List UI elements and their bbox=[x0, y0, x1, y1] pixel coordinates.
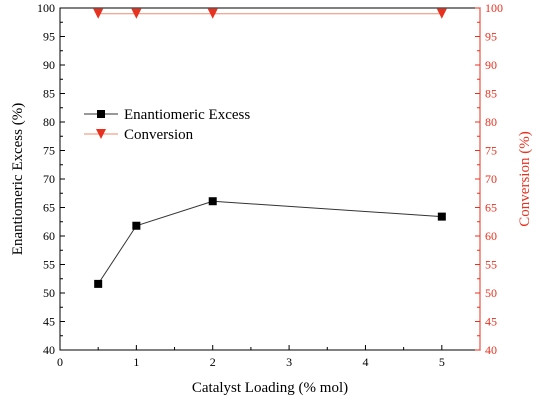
right-y-tick-label: 80 bbox=[485, 115, 497, 129]
series-line-1 bbox=[97, 200, 442, 285]
data-point-series-1 bbox=[94, 279, 103, 288]
x-tick-label: 2 bbox=[210, 355, 216, 369]
legend-label-2: Conversion bbox=[124, 127, 194, 143]
data-point-series-2 bbox=[207, 8, 218, 19]
right-y-tick-label: 40 bbox=[485, 343, 497, 357]
left-y-tick-label: 90 bbox=[43, 58, 55, 72]
right-y-tick-label: 85 bbox=[485, 87, 497, 101]
data-point-series-2 bbox=[436, 8, 447, 19]
plot-frame bbox=[59, 7, 481, 351]
right-y-tick-label: 65 bbox=[485, 201, 497, 215]
x-axis-label: Catalyst Loading (% mol) bbox=[192, 380, 348, 396]
data-point-series-1 bbox=[437, 212, 446, 221]
left-y-axis-label: Enantiomeric Excess (%) bbox=[10, 103, 26, 255]
data-point-series-2 bbox=[93, 8, 104, 19]
series-group bbox=[93, 8, 447, 288]
left-y-tick-label: 95 bbox=[43, 30, 55, 44]
legend: Enantiomeric Excess Conversion bbox=[84, 107, 250, 143]
legend-marker-1 bbox=[97, 110, 105, 118]
left-y-tick-label: 85 bbox=[43, 87, 55, 101]
x-tick-label: 5 bbox=[439, 355, 445, 369]
left-y-tick-label: 80 bbox=[43, 115, 55, 129]
x-tick-label: 1 bbox=[133, 355, 139, 369]
x-tick-label: 4 bbox=[362, 355, 368, 369]
data-point-series-1 bbox=[208, 197, 217, 206]
left-y-tick-label: 70 bbox=[43, 172, 55, 186]
right-y-tick-label: 55 bbox=[485, 258, 497, 272]
left-y-tick-label: 40 bbox=[43, 343, 55, 357]
x-axis-ticks: 0 1 2 3 4 5 bbox=[57, 345, 445, 369]
left-y-tick-label: 45 bbox=[43, 315, 55, 329]
left-y-tick-label: 50 bbox=[43, 286, 55, 300]
right-y-axis-ticks: 40 45 50 55 60 65 70 75 80 85 90 95 100 bbox=[475, 1, 503, 357]
left-y-tick-label: 75 bbox=[43, 144, 55, 158]
left-y-tick-label: 55 bbox=[43, 258, 55, 272]
right-y-tick-label: 70 bbox=[485, 172, 497, 186]
right-y-tick-label: 95 bbox=[485, 30, 497, 44]
legend-label-1: Enantiomeric Excess bbox=[124, 107, 250, 123]
right-y-tick-label: 90 bbox=[485, 58, 497, 72]
x-tick-label: 0 bbox=[57, 355, 63, 369]
legend-marker-2 bbox=[96, 129, 106, 139]
data-point-series-1 bbox=[132, 221, 141, 230]
right-y-tick-label: 75 bbox=[485, 144, 497, 158]
left-y-tick-label: 100 bbox=[37, 1, 55, 15]
left-y-tick-label: 60 bbox=[43, 229, 55, 243]
right-y-tick-label: 60 bbox=[485, 229, 497, 243]
right-y-tick-label: 45 bbox=[485, 315, 497, 329]
data-point-series-2 bbox=[131, 8, 142, 19]
x-tick-label: 3 bbox=[286, 355, 292, 369]
right-y-tick-label: 50 bbox=[485, 286, 497, 300]
right-y-axis-label: Conversion (%) bbox=[517, 131, 533, 226]
left-y-axis-ticks: 40 45 50 55 60 65 70 75 80 85 90 95 100 bbox=[37, 1, 65, 357]
left-y-tick-label: 65 bbox=[43, 201, 55, 215]
right-y-tick-label: 100 bbox=[485, 1, 503, 15]
